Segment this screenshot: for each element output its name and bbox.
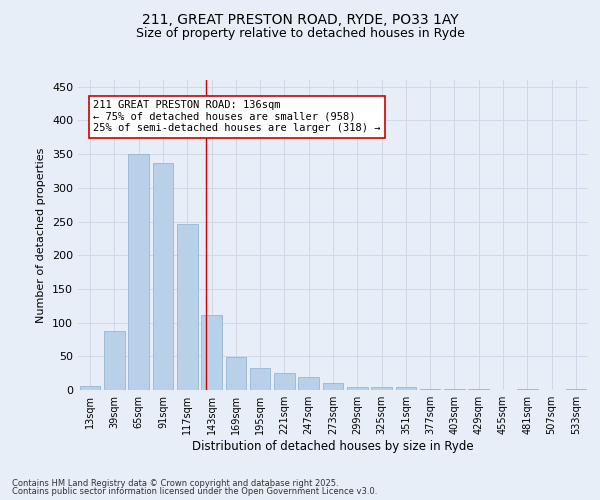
Bar [80,386,100,390]
Text: 211 GREAT PRESTON ROAD: 136sqm
← 75% of detached houses are smaller (958)
25% of: 211 GREAT PRESTON ROAD: 136sqm ← 75% of … [94,100,381,134]
Bar [201,314,222,390]
Text: Size of property relative to detached houses in Ryde: Size of property relative to detached ho… [136,28,464,40]
Text: Contains HM Land Registry data © Crown copyright and database right 2025.: Contains HM Land Registry data © Crown c… [12,478,338,488]
Y-axis label: Number of detached properties: Number of detached properties [37,148,46,322]
Bar [177,224,197,390]
Bar [250,368,271,390]
Bar [104,330,125,390]
Bar [347,386,368,390]
Text: Contains public sector information licensed under the Open Government Licence v3: Contains public sector information licen… [12,487,377,496]
Bar [323,384,343,390]
Bar [420,388,440,390]
Bar [444,388,465,390]
Bar [298,376,319,390]
Bar [226,357,246,390]
Bar [274,373,295,390]
X-axis label: Distribution of detached houses by size in Ryde: Distribution of detached houses by size … [192,440,474,453]
Bar [152,163,173,390]
Text: 211, GREAT PRESTON ROAD, RYDE, PO33 1AY: 211, GREAT PRESTON ROAD, RYDE, PO33 1AY [142,12,458,26]
Bar [128,154,149,390]
Bar [371,386,392,390]
Bar [566,388,586,390]
Bar [395,388,416,390]
